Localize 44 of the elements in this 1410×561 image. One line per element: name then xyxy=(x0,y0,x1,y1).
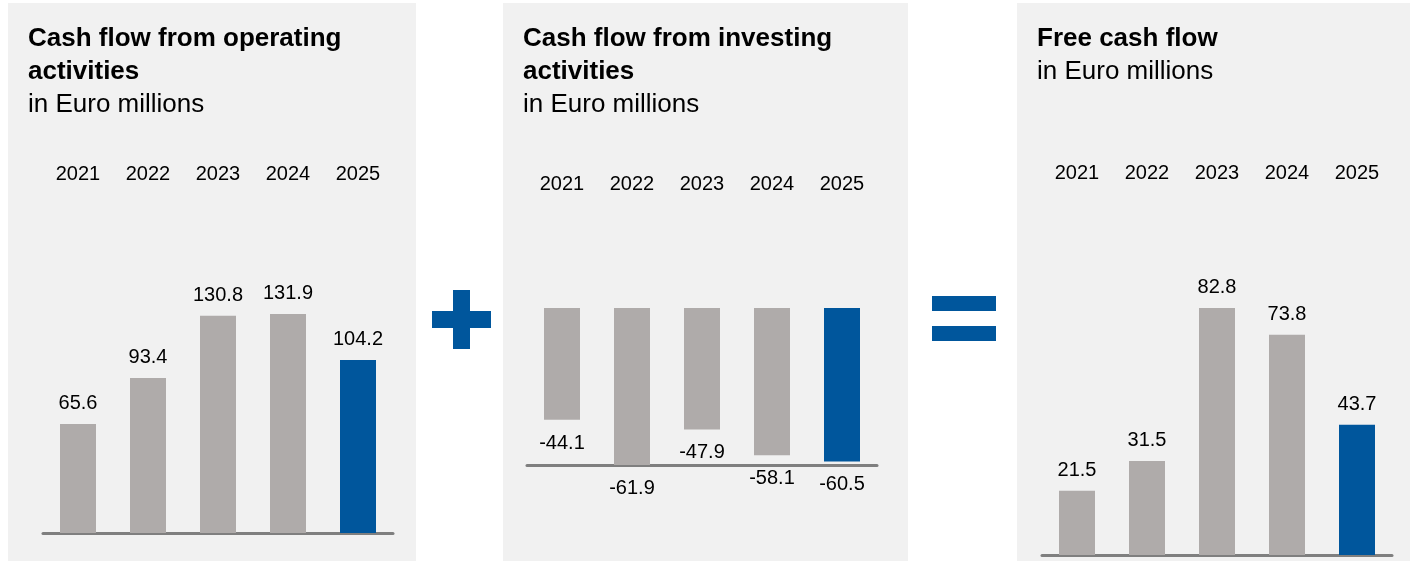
x-tick-label: 2023 xyxy=(195,162,241,184)
data-label: 131.9 xyxy=(262,281,314,303)
bar xyxy=(1199,308,1235,555)
bar xyxy=(1269,334,1305,555)
x-tick-label: 2023 xyxy=(679,172,725,194)
x-tick-label: 2021 xyxy=(1054,161,1100,183)
chart-title: Free cash flow xyxy=(1037,21,1219,54)
bar xyxy=(1339,424,1375,555)
bar xyxy=(130,377,166,533)
bar xyxy=(200,315,236,533)
data-label: 21.5 xyxy=(1057,457,1097,480)
data-label: -58.1 xyxy=(749,466,795,489)
chart-subtitle: in Euro millions xyxy=(523,87,701,120)
data-label: 65.6 xyxy=(58,391,98,414)
data-label: -61.9 xyxy=(609,476,655,498)
data-label: 31.5 xyxy=(1127,428,1167,451)
bar xyxy=(340,359,376,533)
data-label: 43.7 xyxy=(1337,391,1377,414)
data-label: 130.8 xyxy=(192,282,244,305)
data-label: -44.1 xyxy=(539,430,585,453)
data-label: 73.8 xyxy=(1267,301,1307,324)
data-label: -47.9 xyxy=(679,440,725,463)
x-tick-label: 2023 xyxy=(1194,161,1240,183)
x-tick-label: 2024 xyxy=(1264,161,1310,183)
data-label: 104.2 xyxy=(332,326,384,349)
bar xyxy=(270,314,306,533)
chart-subtitle: in Euro millions xyxy=(28,87,206,120)
x-tick-label: 2022 xyxy=(125,162,171,184)
data-label: -60.5 xyxy=(819,472,865,495)
bar xyxy=(60,424,96,533)
data-label: 82.8 xyxy=(1197,275,1237,297)
x-tick-label: 2021 xyxy=(55,162,101,184)
bar xyxy=(1059,490,1095,555)
x-tick-label: 2024 xyxy=(749,172,795,194)
x-tick-label: 2025 xyxy=(1334,161,1380,183)
data-label: 93.4 xyxy=(128,344,168,367)
x-tick-label: 2025 xyxy=(335,162,381,184)
x-tick-label: 2022 xyxy=(609,172,655,194)
x-tick-label: 2025 xyxy=(819,172,865,194)
chart-subtitle: in Euro millions xyxy=(1037,54,1215,87)
x-tick-label: 2022 xyxy=(1124,161,1170,183)
x-tick-label: 2024 xyxy=(265,162,311,184)
x-tick-label: 2021 xyxy=(539,172,585,194)
bar xyxy=(1129,461,1165,555)
